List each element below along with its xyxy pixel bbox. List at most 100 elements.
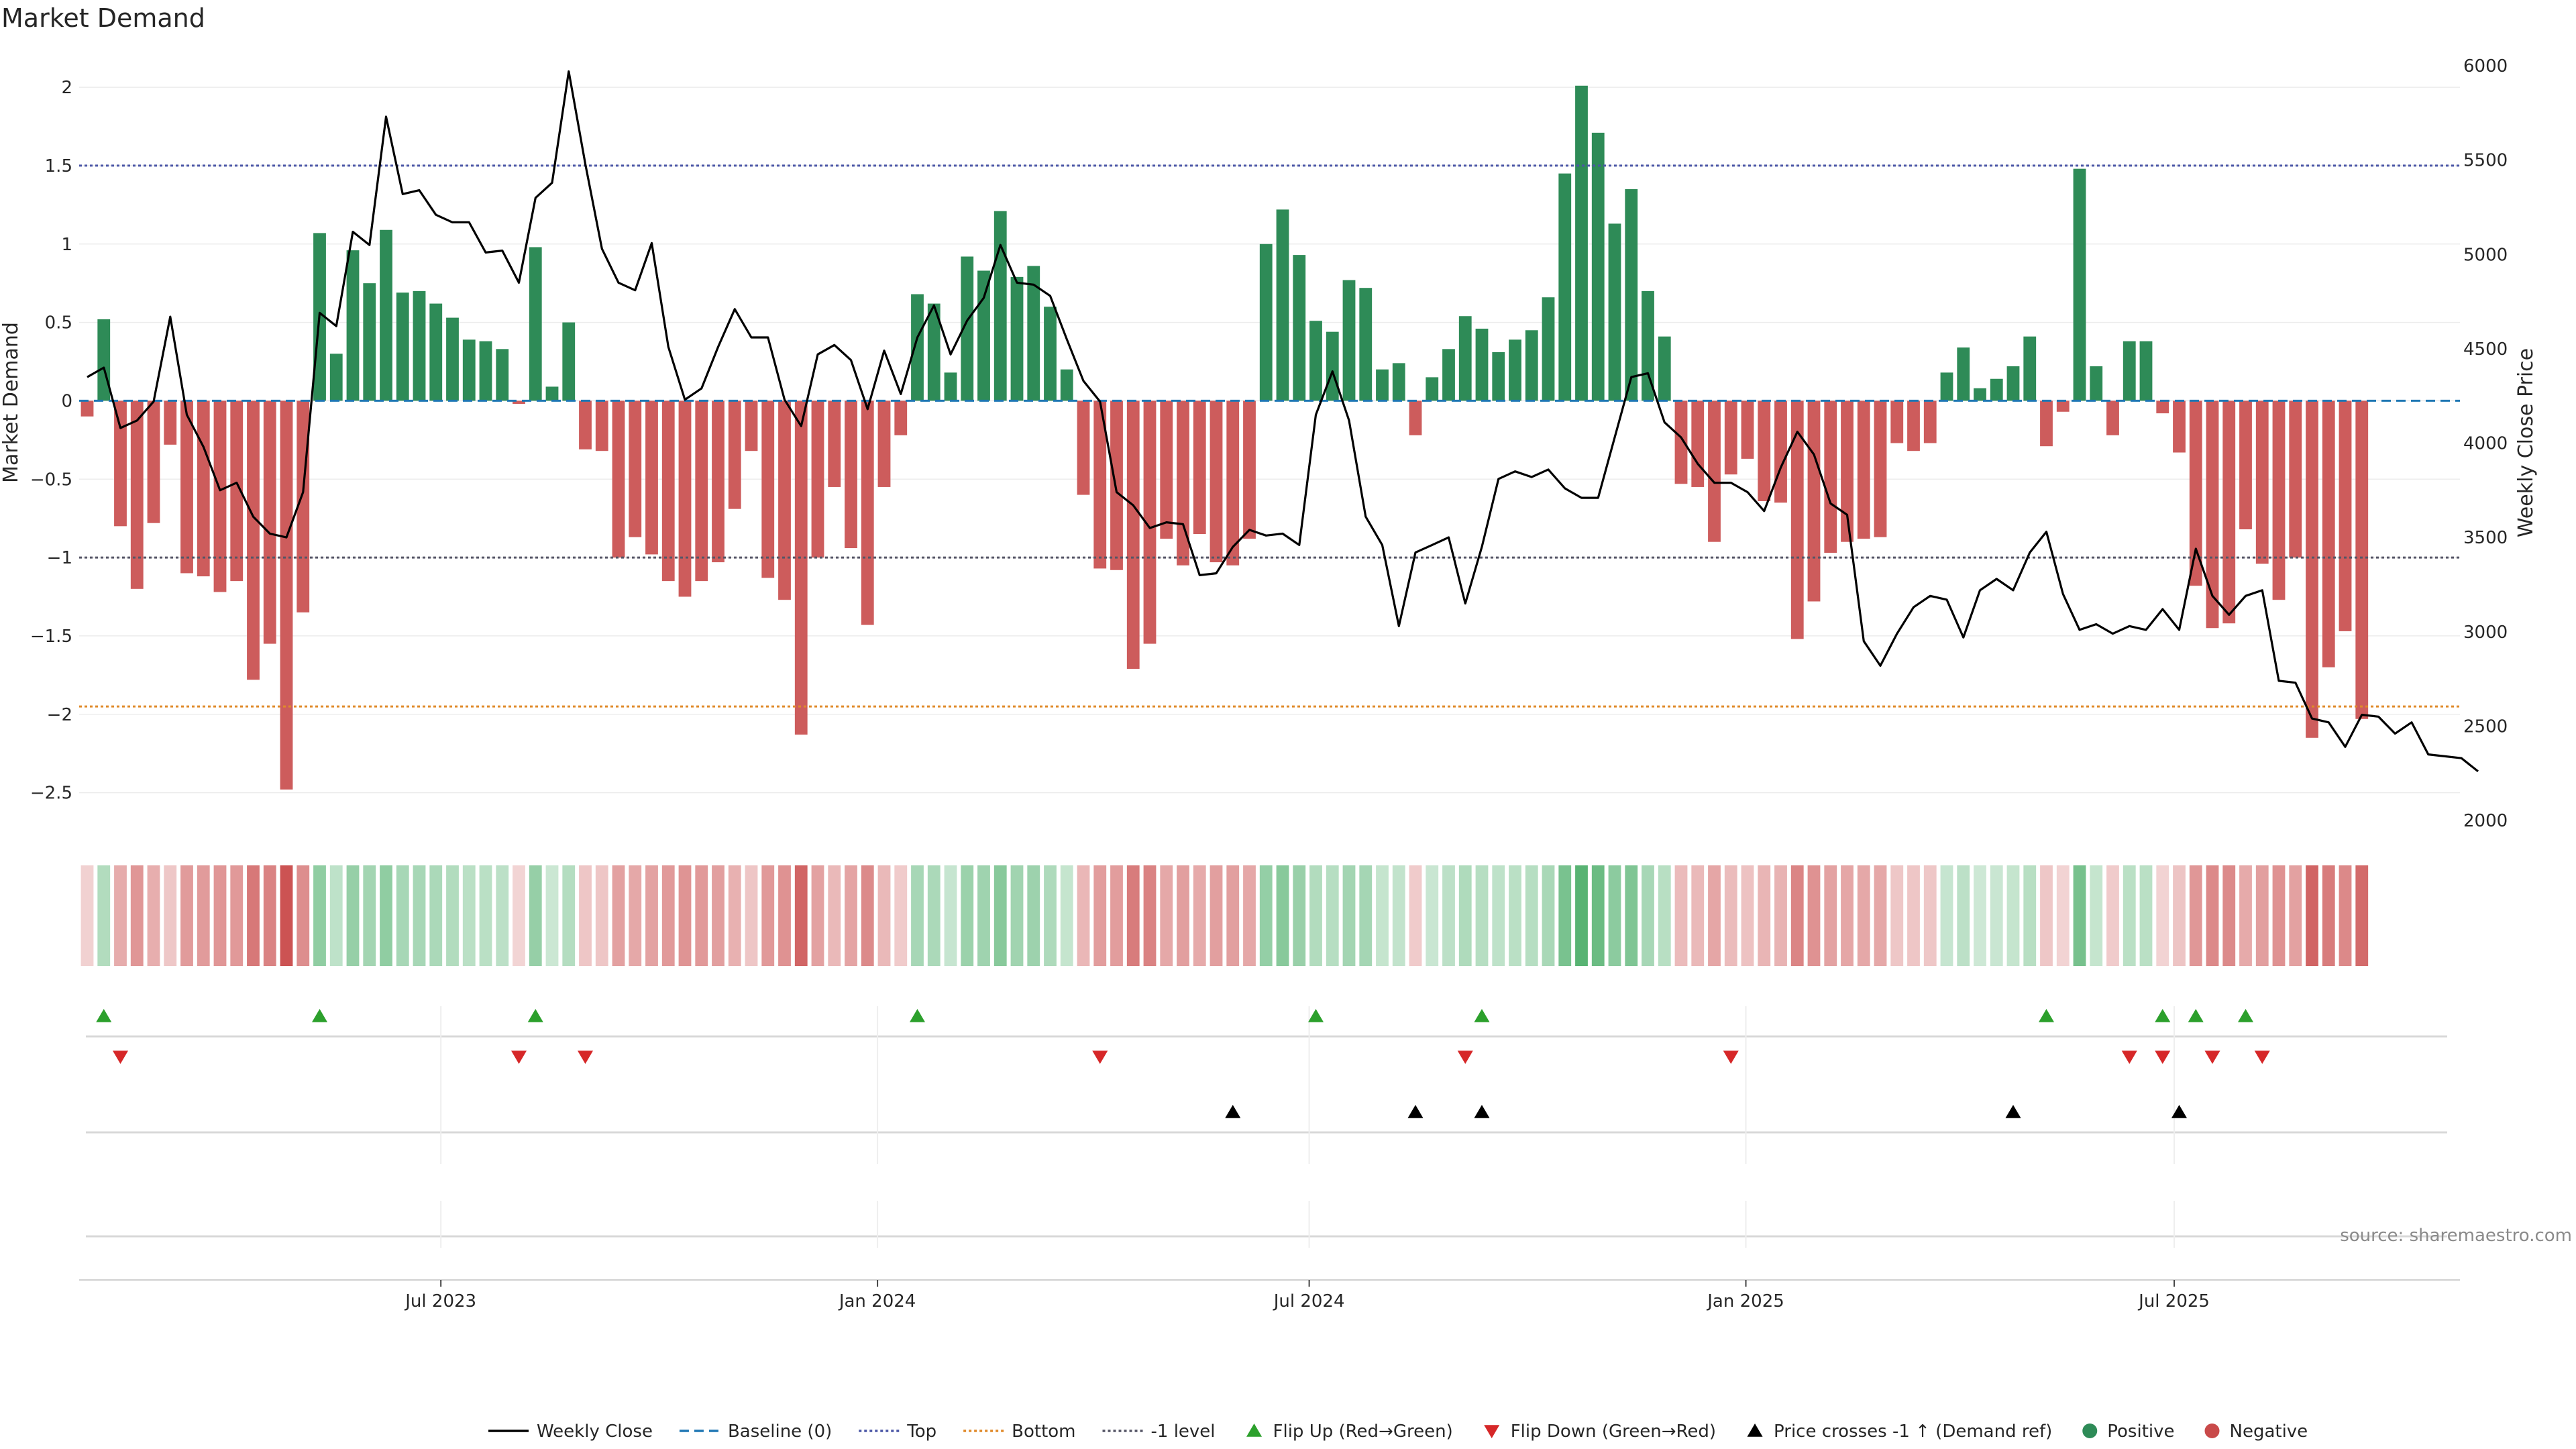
flip-down-marker	[1723, 1051, 1739, 1064]
heat-strip-cell	[462, 865, 476, 966]
demand-bar	[479, 341, 492, 401]
demand-bar	[1110, 400, 1123, 570]
demand-bar	[1691, 400, 1705, 487]
demand-bar	[462, 339, 476, 401]
heat-strip-cell	[213, 865, 227, 966]
heat-strip-cell	[130, 865, 144, 966]
demand-bar	[595, 400, 608, 451]
legend-label: -1 level	[1151, 1421, 1216, 1442]
legend: Weekly Close Baseline (0) Top Bottom -1 leve…	[488, 1421, 2308, 1442]
demand-bar	[977, 270, 990, 401]
demand-bar	[1226, 400, 1240, 566]
heat-strip-cell	[1126, 865, 1140, 966]
heat-strip-cell	[1276, 865, 1289, 966]
heat-strip-cell	[2206, 865, 2219, 966]
heat-strip-cell	[1243, 865, 1256, 966]
demand-bar	[80, 400, 94, 417]
heat-strip-cell	[1376, 865, 1389, 966]
heat-strip-cell	[1591, 865, 1605, 966]
demand-bar	[1044, 307, 1057, 401]
demand-bar	[1907, 400, 1920, 451]
demand-bar	[1243, 400, 1256, 539]
legend-swatch-circle	[2204, 1424, 2220, 1438]
demand-bar	[2073, 168, 2086, 401]
heat-strip-cell	[1193, 865, 1206, 966]
heat-strip-cell	[329, 865, 343, 966]
demand-bar	[1426, 377, 1439, 401]
heat-strip-cell	[911, 865, 924, 966]
demand-bar	[1608, 223, 1621, 401]
heat-strip-cell	[1907, 865, 1920, 966]
demand-bar	[280, 400, 293, 790]
heat-strip-cell	[1957, 865, 1970, 966]
heat-strip-cell	[346, 865, 360, 966]
demand-bar	[1990, 378, 2003, 401]
flip-up-marker	[2237, 1009, 2254, 1022]
demand-bar	[562, 322, 576, 401]
demand-bar	[545, 386, 559, 401]
heat-strip-cell	[297, 865, 310, 966]
demand-bar	[1625, 189, 1638, 401]
heat-strip-cell	[1674, 865, 1688, 966]
reference-lines	[79, 164, 2460, 708]
y2-tick-label: 5500	[2463, 151, 2508, 171]
demand-bar	[114, 400, 127, 527]
heat-strip-cell	[2006, 865, 2020, 966]
heat-strip-cell	[413, 865, 426, 966]
demand-bar	[1658, 336, 1671, 401]
heat-strip-cell	[1492, 865, 1505, 966]
demand-bar	[230, 400, 244, 582]
demand-bar	[1591, 132, 1605, 401]
y-tick-label: −2	[47, 705, 72, 725]
legend-swatch-triangle-up	[1246, 1424, 1263, 1437]
flip-down-marker	[1457, 1051, 1473, 1064]
demand-bar	[794, 400, 808, 735]
demand-bar	[2023, 336, 2037, 401]
heat-strip-cell	[1857, 865, 1870, 966]
heat-strip-cell	[1990, 865, 2003, 966]
x-tick-label: Jan 2024	[838, 1291, 916, 1311]
heat-strip-cell	[114, 865, 127, 966]
demand-bar	[944, 372, 957, 401]
heat-strip-cell	[944, 865, 957, 966]
flip-up-marker	[96, 1009, 112, 1022]
heat-strip-cell	[2306, 865, 2318, 966]
demand-bar	[2289, 400, 2302, 558]
heat-strip-cell	[1177, 865, 1189, 966]
heat-strip-cell	[678, 865, 692, 966]
demand-bar	[1974, 388, 1986, 401]
legend-item: Weekly Close	[488, 1421, 653, 1442]
flip-up-marker	[2155, 1009, 2171, 1022]
heat-strip-cell	[147, 865, 160, 966]
heat-strip-cell	[363, 865, 376, 966]
demand-bar	[429, 303, 443, 401]
legend-label: Price crosses -1 ↑ (Demand ref)	[1774, 1421, 2052, 1442]
demand-bar	[1741, 400, 1754, 459]
demand-bar	[1193, 400, 1206, 535]
heat-strip-cell	[1608, 865, 1621, 966]
heat-strip-cell	[661, 865, 675, 966]
legend-item: Positive	[2082, 1421, 2175, 1442]
demand-bar	[1060, 369, 1073, 401]
demand-bar	[1957, 347, 1970, 401]
heat-strip-cell	[180, 865, 193, 966]
y2-tick-label: 2000	[2463, 811, 2508, 831]
heat-strip-cell	[2239, 865, 2252, 966]
legend-item: Baseline (0)	[679, 1421, 832, 1442]
heat-strip-cell	[2255, 865, 2269, 966]
demand-bar	[1276, 209, 1289, 401]
demand-bar	[1708, 400, 1721, 542]
demand-bar	[1143, 400, 1157, 644]
heat-strip-cell	[1326, 865, 1339, 966]
demand-bar	[1392, 363, 1405, 401]
legend-label: Negative	[2230, 1421, 2308, 1442]
demand-bar	[579, 400, 592, 449]
y2-tick-label: 3500	[2463, 528, 2508, 548]
y2-tick-label: 4500	[2463, 339, 2508, 360]
heat-strip-cell	[894, 865, 908, 966]
legend-item: Flip Down (Green→Red)	[1484, 1421, 1716, 1442]
flip-down-marker	[112, 1051, 129, 1064]
demand-bar	[1077, 400, 1090, 495]
heat-strip-cell	[1940, 865, 1953, 966]
demand-bar	[1409, 400, 1422, 435]
